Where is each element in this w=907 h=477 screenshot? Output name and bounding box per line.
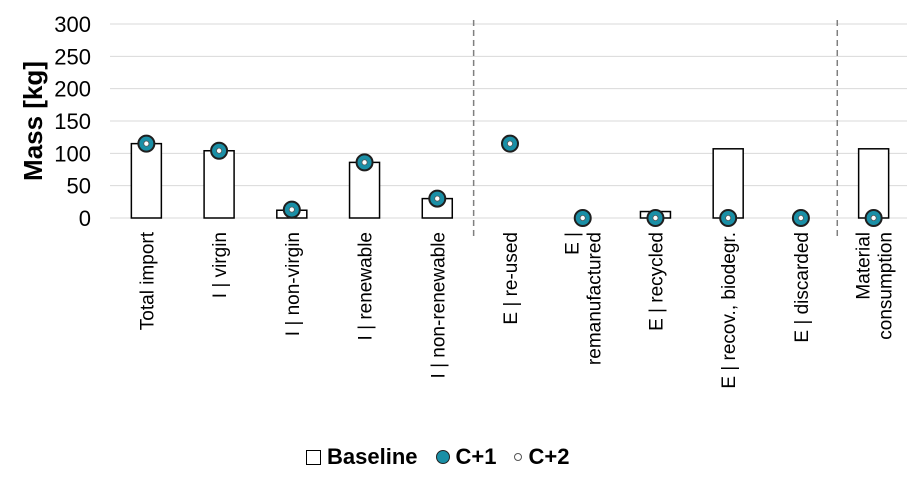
c2-marker bbox=[143, 140, 150, 147]
x-category-label: I | virgin bbox=[210, 232, 231, 298]
c2-marker bbox=[797, 214, 804, 221]
c2-marker bbox=[725, 214, 732, 221]
c2-marker bbox=[506, 140, 513, 147]
c2-marker bbox=[434, 195, 441, 202]
legend-swatch-c2 bbox=[514, 453, 523, 461]
x-category-label: E | recycled bbox=[646, 232, 667, 331]
legend-swatch-c1 bbox=[435, 450, 450, 464]
x-category-label: Materialconsumption bbox=[854, 232, 897, 340]
baseline-bar bbox=[712, 148, 744, 219]
y-tick-label: 300 bbox=[54, 12, 91, 37]
x-category-label: E | discarded bbox=[792, 232, 813, 343]
baseline-bar bbox=[203, 149, 235, 219]
baseline-bar bbox=[130, 142, 163, 219]
legend-item-c2: C+2 bbox=[514, 444, 569, 470]
x-category-label: Total import bbox=[137, 231, 158, 330]
legend-item-c1: C+1 bbox=[435, 444, 497, 470]
y-tick-label: 100 bbox=[54, 141, 91, 166]
x-category-label: E | re-used bbox=[501, 232, 522, 325]
baseline-bar bbox=[857, 148, 890, 219]
c2-marker bbox=[652, 214, 659, 221]
legend-label-c1: C+1 bbox=[455, 444, 497, 469]
c2-marker bbox=[361, 159, 368, 166]
x-category-label: I | non-renewable bbox=[428, 232, 449, 378]
y-tick-label: 150 bbox=[54, 109, 91, 134]
legend-swatch-baseline bbox=[306, 449, 321, 465]
legend-label-baseline: Baseline bbox=[327, 444, 418, 469]
y-axis-title: Mass [kg] bbox=[18, 61, 48, 181]
x-category-label: E |remanufactured bbox=[563, 232, 606, 365]
y-tick-label: 50 bbox=[67, 174, 91, 199]
y-tick-label: 0 bbox=[79, 206, 91, 231]
c2-marker bbox=[288, 206, 295, 213]
legend-item-baseline: Baseline bbox=[306, 444, 418, 470]
x-category-label: I | renewable bbox=[356, 232, 377, 340]
legend-label-c2: C+2 bbox=[528, 444, 570, 469]
y-tick-label: 200 bbox=[54, 77, 91, 102]
x-category-label: I | non-virgin bbox=[283, 232, 304, 336]
x-category-label: E | recov., biodegr. bbox=[719, 232, 740, 389]
c2-marker bbox=[870, 214, 877, 221]
c2-marker bbox=[579, 214, 586, 221]
y-tick-label: 250 bbox=[54, 44, 91, 69]
legend: Baseline C+1 C+2 bbox=[306, 444, 569, 470]
c2-marker bbox=[216, 147, 223, 154]
